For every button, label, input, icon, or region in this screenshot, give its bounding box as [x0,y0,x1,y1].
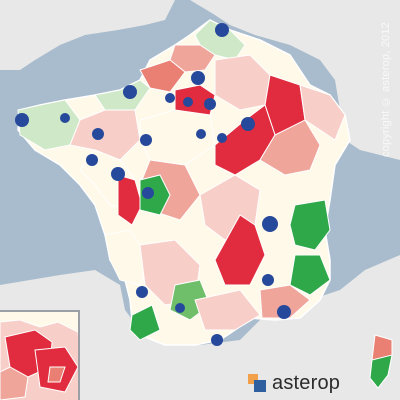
city-marker[interactable] [204,98,216,110]
city-marker[interactable] [196,129,206,139]
region-franche-comte [259,119,321,176]
region-rhone-red [214,214,266,286]
region-normandy-east [139,59,186,93]
asterop-logo[interactable]: asterop [248,372,340,394]
region-loire-west [69,109,141,161]
city-marker[interactable] [183,97,193,107]
city-marker[interactable] [15,113,29,127]
city-marker[interactable] [140,134,152,146]
region-loire-green [139,174,171,216]
neighbor-land-uk [0,0,175,70]
city-markers [15,23,291,346]
city-marker[interactable] [86,154,98,166]
region-aquitaine [104,229,151,286]
region-languedoc [194,289,261,331]
city-marker[interactable] [262,274,274,286]
region-charente-red [117,174,143,226]
city-marker[interactable] [111,167,125,181]
city-marker[interactable] [175,303,185,313]
copyright-text: copyright © asterop, 2012 [380,22,392,158]
city-marker[interactable] [142,187,154,199]
neighbor-land-south [0,255,400,400]
city-marker[interactable] [262,216,278,232]
region-provence [259,284,311,319]
corsica-green [369,354,393,389]
region-alsace [299,84,346,141]
city-marker[interactable] [191,71,205,85]
city-marker[interactable] [60,113,70,123]
neighbor-land-north [0,0,400,160]
region-alps-green-south [289,254,331,296]
region-alps-green [289,199,331,251]
city-marker[interactable] [241,117,255,131]
city-marker[interactable] [277,305,291,319]
inset-svg [0,312,78,400]
asterop-logo-mark-icon [248,374,266,392]
region-west-pyrenees-green [129,304,161,341]
city-marker[interactable] [123,85,137,99]
city-marker[interactable] [215,23,229,37]
city-marker[interactable] [165,93,175,103]
inset-map[interactable] [0,310,80,400]
city-marker[interactable] [92,128,104,140]
city-marker[interactable] [217,133,227,143]
city-marker[interactable] [211,334,223,346]
asterop-logo-text: asterop [272,371,341,394]
city-marker[interactable] [136,286,148,298]
